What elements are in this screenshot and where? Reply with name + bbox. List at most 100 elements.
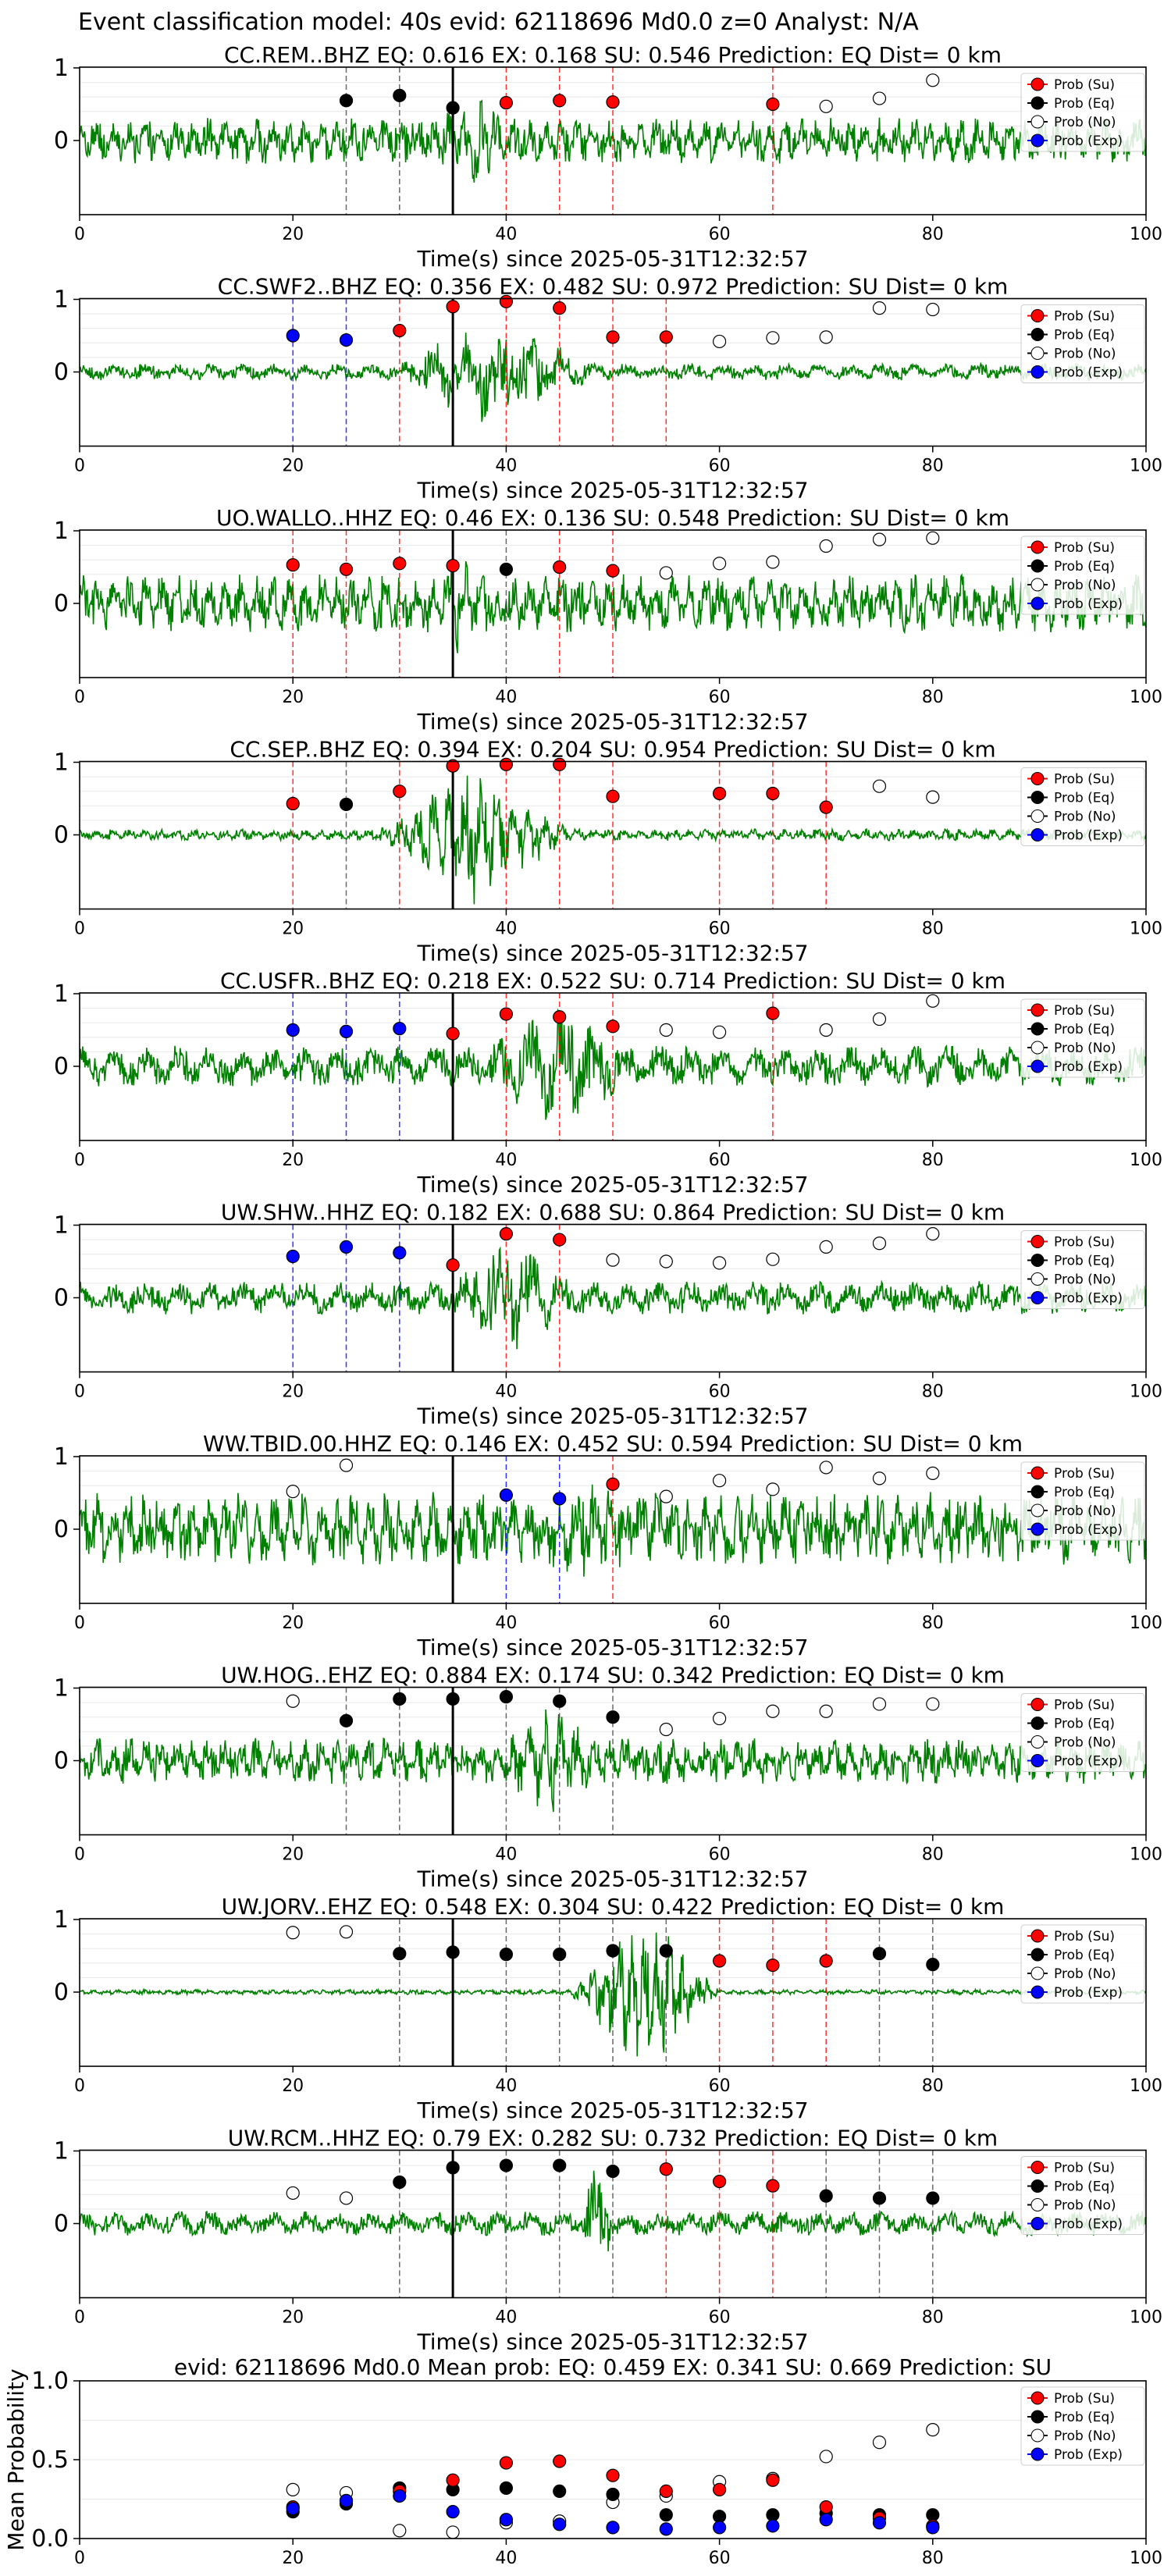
x-tick-label: 80 (922, 2549, 944, 2568)
mean-su-point (499, 2456, 514, 2470)
prob-su-point (499, 1007, 514, 1021)
prob-su-point (393, 557, 407, 571)
mean-su-point (606, 2468, 620, 2482)
mean-exp-point (712, 2521, 727, 2535)
mean-exp-point (499, 2513, 514, 2527)
x-tick-label: 60 (709, 225, 731, 244)
x-tick-label: 100 (1130, 920, 1162, 939)
mean-no-point (446, 2525, 460, 2539)
prob-no-point (926, 73, 940, 87)
legend-marker (1030, 2217, 1045, 2230)
x-tick-label: 20 (282, 1382, 304, 1402)
legend-box (1020, 73, 1145, 152)
legend-marker (1030, 772, 1045, 785)
y-tick-label: 1 (54, 1675, 69, 1703)
prob-su-point (393, 785, 407, 799)
x-axis-label: Time(s) since 2025-05-31T12:32:57 (416, 1172, 808, 1197)
prob-su-point (446, 1026, 460, 1041)
panel-title: CC.SEP..BHZ EQ: 0.394 EX: 0.204 SU: 0.95… (230, 737, 995, 763)
prob-no-point (872, 91, 887, 105)
legend-marker (1030, 791, 1045, 804)
x-tick-label: 20 (282, 2549, 304, 2568)
legend-label: Prob (No) (1054, 2428, 1116, 2444)
prob-no-point (712, 1711, 727, 1726)
waveform-trace (79, 1709, 1147, 1813)
prob-no-point (926, 1227, 940, 1241)
mean-no-point (926, 2423, 940, 2437)
x-tick-label: 60 (709, 1382, 731, 1402)
legend-label: Prob (Su) (1054, 309, 1115, 325)
x-tick-label: 100 (1130, 457, 1162, 476)
x-tick-label: 60 (709, 688, 731, 707)
mean-su-point (553, 2454, 567, 2468)
prob-eq-point (926, 1958, 940, 1972)
y-tick-label: 0.5 (31, 2446, 69, 2474)
mean-no-point (286, 2482, 300, 2496)
prob-no-point (872, 301, 887, 315)
legend-label: Prob (Exp) (1054, 1754, 1123, 1770)
mean-exp-point (819, 2513, 833, 2527)
prob-eq-point (393, 1692, 407, 1706)
legend-label: Prob (Su) (1054, 1466, 1115, 1482)
waveform-trace (79, 1008, 1147, 1120)
prob-eq-point (872, 2191, 887, 2205)
legend-label: Prob (Exp) (1054, 2447, 1123, 2463)
x-tick-label: 20 (282, 1151, 304, 1170)
legend-label: Prob (Eq) (1054, 1022, 1115, 1037)
prob-su-point (553, 301, 567, 315)
x-tick-label: 20 (282, 920, 304, 939)
prob-eq-point (393, 88, 407, 102)
legend-label: Prob (Su) (1054, 1698, 1115, 1713)
prob-eq-point (499, 562, 514, 576)
legend-box (1020, 767, 1145, 846)
panel-4: CC.SEP..BHZ EQ: 0.394 EX: 0.204 SU: 0.95… (54, 737, 1162, 966)
x-tick-label: 60 (709, 457, 731, 476)
x-tick-label: 80 (922, 1382, 944, 1402)
x-tick-label: 0 (74, 2308, 85, 2328)
prob-su-point (766, 2179, 780, 2193)
prob-no-point (286, 1926, 300, 1940)
prob-no-point (926, 302, 940, 317)
y-tick-label: 1 (54, 2138, 69, 2165)
prob-eq-point (606, 1944, 620, 1958)
legend-marker (1030, 1485, 1045, 1499)
x-tick-label: 20 (282, 225, 304, 244)
legend-marker (1030, 1254, 1045, 1267)
prob-su-point (819, 800, 833, 814)
prob-no-point (819, 539, 833, 553)
y-tick-label: 0 (54, 1979, 69, 2006)
x-tick-label: 80 (922, 2076, 944, 2096)
x-tick-label: 80 (922, 920, 944, 939)
prob-su-point (499, 757, 514, 771)
mean-exp-point (872, 2516, 887, 2530)
y-tick-label: 0 (54, 1053, 69, 1080)
x-tick-label: 80 (922, 457, 944, 476)
legend-label: Prob (Su) (1054, 772, 1115, 788)
prob-no-point (926, 1466, 940, 1480)
y-tick-label: 0 (54, 590, 69, 617)
x-tick-label: 0 (74, 688, 85, 707)
prob-no-point (712, 1256, 727, 1270)
mean-exp-point (393, 2489, 407, 2503)
x-tick-label: 0 (74, 457, 85, 476)
prob-no-point (286, 1485, 300, 1499)
prob-no-point (766, 1252, 780, 1266)
prob-exp-point (339, 1024, 354, 1038)
legend-marker (1030, 578, 1045, 592)
prob-no-point (712, 1025, 727, 1039)
legend-label: Prob (Eq) (1054, 791, 1115, 806)
legend-label: Prob (No) (1054, 1735, 1116, 1751)
y-tick-label: 0 (54, 359, 69, 386)
prob-exp-point (286, 1023, 300, 1037)
x-tick-label: 80 (922, 2308, 944, 2328)
prob-no-point (339, 1925, 354, 1939)
x-tick-label: 40 (495, 688, 517, 707)
legend-marker (1030, 1291, 1045, 1304)
legend-marker (1030, 309, 1045, 322)
prob-su-point (446, 1258, 460, 1272)
prob-no-point (819, 1240, 833, 1254)
legend-marker (1030, 1272, 1045, 1286)
prob-exp-point (499, 1488, 514, 1502)
panel-title: WW.TBID.00.HHZ EQ: 0.146 EX: 0.452 SU: 0… (203, 1431, 1023, 1457)
